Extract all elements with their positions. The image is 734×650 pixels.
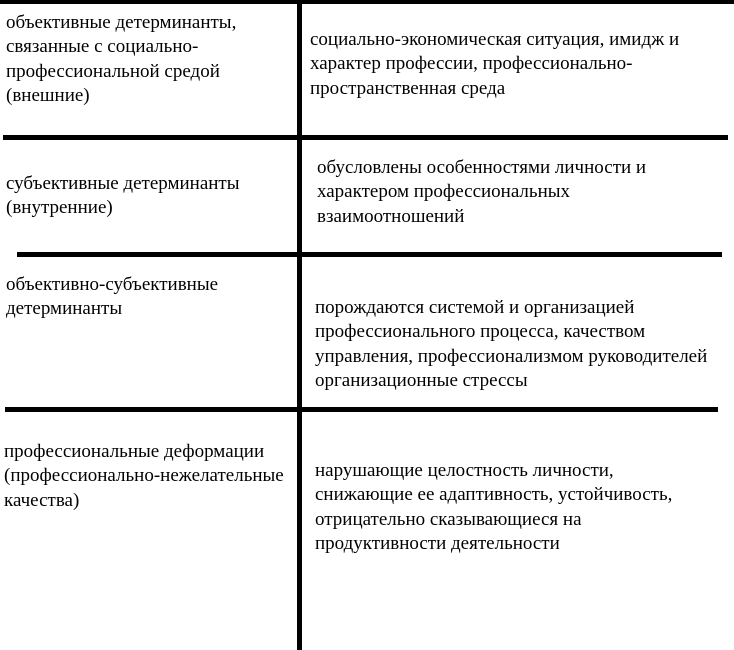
- cell-r2-left: субъективные детерминанты (внутренние): [6, 172, 291, 221]
- cell-r3-left: объективно-субъективные детерминанты: [6, 273, 291, 322]
- cell-r4-right: нарушающие целостность личности, снижающ…: [315, 459, 710, 556]
- cell-r1-left: объективные детерминанты, связанные с со…: [6, 11, 291, 108]
- cell-r4-left: профессиональные деформации (профессиона…: [4, 440, 289, 513]
- cell-r1-right: социально-экономическая ситуация, имидж …: [310, 28, 705, 101]
- row-divider-1: [3, 135, 728, 140]
- top-border: [0, 0, 734, 4]
- cell-r2-right: обусловлены особенностями личности и хар…: [317, 156, 712, 229]
- vertical-divider: [297, 0, 302, 650]
- cell-r3-right: порождаются системой и организацией проф…: [315, 296, 710, 393]
- row-divider-3: [5, 407, 718, 412]
- table-diagram: объективные детерминанты, связанные с со…: [0, 0, 734, 650]
- row-divider-2: [17, 252, 722, 257]
